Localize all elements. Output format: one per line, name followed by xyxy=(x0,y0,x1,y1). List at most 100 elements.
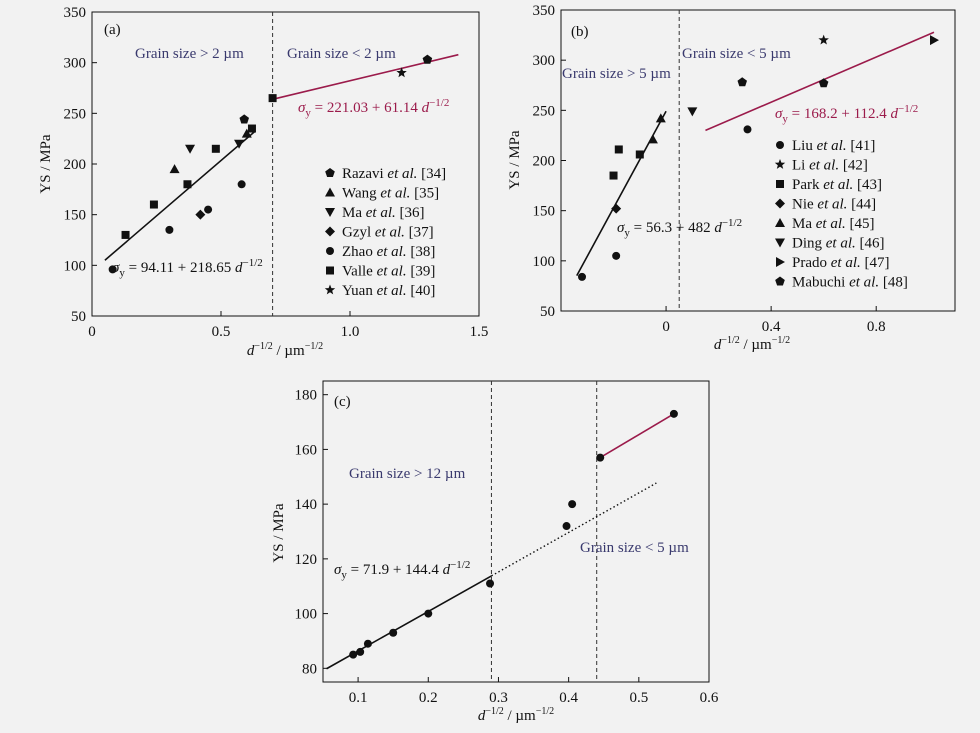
x-tick-label: 0.4 xyxy=(762,319,781,335)
x-axis-title: d−1/2 / µm−1/2 xyxy=(714,335,790,353)
legend-entry: Yuan et al. [40] xyxy=(342,283,435,299)
legend-marker xyxy=(776,141,784,149)
legend-marker xyxy=(775,218,785,227)
data-point xyxy=(562,522,571,531)
legend-marker xyxy=(775,198,785,209)
legend-entry: Gzyl et al. [37] xyxy=(342,225,434,241)
y-tick-label: 50 xyxy=(540,304,555,320)
legend-entry: Park et al. [43] xyxy=(792,177,882,193)
legend-marker xyxy=(325,168,335,177)
y-tick-label: 300 xyxy=(64,56,87,72)
data-point xyxy=(929,35,939,46)
y-axis-title: YS / MPa xyxy=(271,503,287,563)
region-label: Grain size < 5 µm xyxy=(580,540,689,556)
x-tick-label: 1.0 xyxy=(341,324,360,340)
legend-entry: Prado et al. [47] xyxy=(792,255,890,271)
region-label: Grain size < 2 µm xyxy=(287,46,396,62)
y-tick-label: 250 xyxy=(64,106,87,122)
data-point xyxy=(169,164,180,174)
x-tick-label: 1.5 xyxy=(470,324,489,340)
x-tick-label: 0 xyxy=(662,319,670,335)
x-tick-label: 0.4 xyxy=(559,690,578,706)
data-point xyxy=(818,78,829,88)
legend-marker xyxy=(325,187,335,197)
data-point xyxy=(609,171,618,180)
y-tick-label: 50 xyxy=(71,309,86,325)
legend-entry: Wang et al. [35] xyxy=(342,186,439,202)
data-point xyxy=(247,124,256,133)
legend-entry: Zhao et al. [38] xyxy=(342,244,435,260)
x-tick-label: 0.5 xyxy=(629,690,648,706)
legend-entry: Razavi et al. [34] xyxy=(342,166,446,182)
panel-label: (a) xyxy=(104,22,121,38)
data-point xyxy=(635,150,644,159)
data-point xyxy=(687,107,698,117)
y-tick-label: 150 xyxy=(533,204,556,220)
legend-entry: Li et al. [42] xyxy=(792,158,868,174)
data-point xyxy=(268,94,277,103)
data-point xyxy=(669,409,678,418)
y-tick-label: 100 xyxy=(295,607,318,623)
data-point xyxy=(234,139,245,149)
fit-line xyxy=(599,413,675,459)
panel-label: (b) xyxy=(571,24,589,40)
fit-equation: σy = 94.11 + 218.65 d−1/2 xyxy=(112,257,263,279)
x-tick-label: 0.3 xyxy=(489,690,508,706)
chart-panel-3: 80 100 120 140 160 180 0.1 0.2 0.3 0.4 0.5 0.6 d−1/2… xyxy=(271,380,719,724)
fit-equation: σy = 71.9 + 144.4 d−1/2 xyxy=(334,559,470,581)
legend-marker xyxy=(324,284,336,295)
y-tick-label: 140 xyxy=(295,497,318,513)
data-point xyxy=(647,134,658,144)
legend-entry: Ding et al. [46] xyxy=(792,236,885,252)
legend-marker xyxy=(325,226,335,237)
data-point xyxy=(185,144,196,154)
x-axis-title: d−1/2 / µm−1/2 xyxy=(247,341,323,359)
x-tick-label: 0.5 xyxy=(212,324,231,340)
data-point xyxy=(195,209,206,220)
panel-label: (c) xyxy=(334,394,351,410)
y-tick-label: 160 xyxy=(295,442,318,458)
legend-entry: Nie et al. [44] xyxy=(792,197,876,213)
data-point xyxy=(165,225,174,234)
chart-panel-1: 50 100 150 200 250 300 350 0 0.5 1.0 1.5 d−1/2 / µm… xyxy=(38,5,488,359)
data-point xyxy=(611,203,622,214)
data-point xyxy=(363,639,372,648)
fit-line xyxy=(104,131,256,261)
x-axis-title: d−1/2 / µm−1/2 xyxy=(478,706,554,724)
x-tick-label: 0.8 xyxy=(867,319,886,335)
y-tick-label: 350 xyxy=(533,3,556,19)
legend-marker xyxy=(776,180,784,188)
region-label: Grain size > 2 µm xyxy=(135,46,244,62)
data-point xyxy=(578,272,587,281)
y-tick-label: 120 xyxy=(295,552,318,568)
legend-marker xyxy=(326,266,334,275)
data-point xyxy=(121,230,130,239)
plot-frame xyxy=(322,380,710,683)
fit-line-extrapolation xyxy=(491,482,657,577)
x-tick-label: 0 xyxy=(88,324,96,340)
data-point xyxy=(239,114,249,124)
legend-marker xyxy=(326,247,334,255)
data-point xyxy=(349,650,358,659)
y-tick-label: 300 xyxy=(533,53,556,69)
legend-entry: Ma et al. [36] xyxy=(342,205,425,221)
y-tick-label: 200 xyxy=(64,157,87,173)
data-point xyxy=(237,180,246,189)
data-point xyxy=(655,113,666,123)
legend-entry: Liu et al. [41] xyxy=(792,138,875,154)
data-point xyxy=(737,77,747,87)
data-point xyxy=(422,54,433,64)
fit-equation: σy = 168.2 + 112.4 d−1/2 xyxy=(775,103,918,125)
region-label: Grain size > 12 µm xyxy=(349,466,466,482)
legend-marker xyxy=(774,159,786,169)
fit-equation: σy = 221.03 + 61.14 d−1/2 xyxy=(298,97,449,119)
data-point xyxy=(614,145,623,154)
data-point xyxy=(396,67,407,78)
legend-marker xyxy=(325,208,335,217)
x-tick-label: 0.6 xyxy=(700,690,719,706)
x-tick-label: 0.1 xyxy=(349,690,368,706)
data-point xyxy=(183,180,192,189)
y-tick-label: 350 xyxy=(64,5,87,21)
legend-entry: Mabuchi et al. [48] xyxy=(792,275,908,291)
